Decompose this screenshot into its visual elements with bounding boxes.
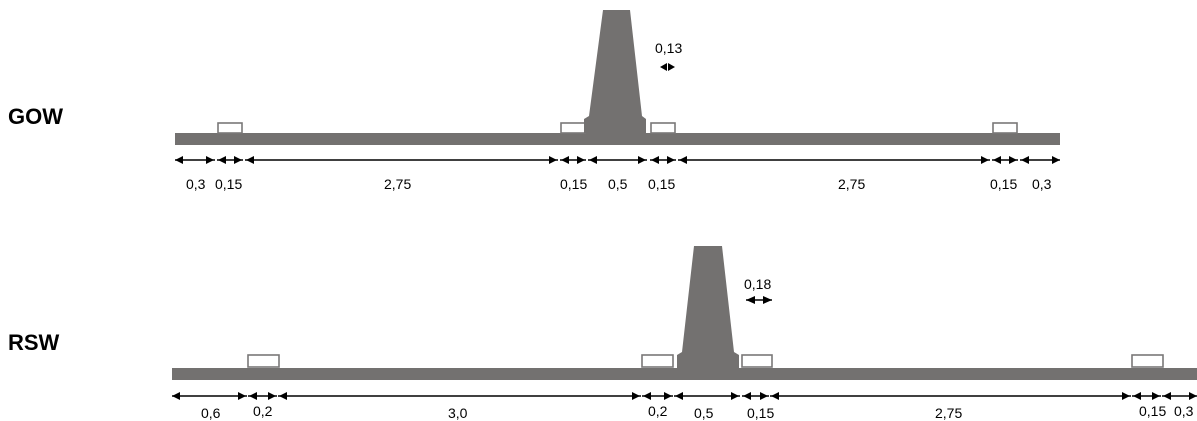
gap-label: 0,18 bbox=[744, 276, 771, 292]
dimension-label: 0,15 bbox=[648, 176, 675, 192]
gap-arrow bbox=[746, 296, 772, 304]
rail-block bbox=[1131, 354, 1164, 368]
rail-block bbox=[650, 122, 676, 134]
dimension-label: 0,2 bbox=[648, 403, 668, 419]
dimension-label: 0,3 bbox=[1032, 176, 1052, 192]
dimension-label: 2,75 bbox=[838, 176, 865, 192]
rail-block bbox=[741, 354, 773, 368]
dimension-arrows bbox=[175, 156, 1060, 164]
dimension-label: 2,75 bbox=[935, 405, 962, 421]
dimension-label: 0,15 bbox=[990, 176, 1017, 192]
dimension-label: 0,15 bbox=[747, 405, 774, 421]
rail-block bbox=[992, 122, 1018, 134]
central-barrier bbox=[584, 10, 646, 133]
rail-block bbox=[217, 122, 243, 134]
gap-label: 0,13 bbox=[655, 40, 682, 56]
central-barrier bbox=[677, 246, 739, 368]
dimension-arrows bbox=[172, 392, 1197, 400]
rail-block bbox=[560, 122, 586, 134]
section-title: GOW bbox=[8, 104, 63, 129]
dimension-label: 3,0 bbox=[448, 405, 468, 421]
dimension-label: 0,5 bbox=[694, 405, 714, 421]
section-gow: GOW 0,13 bbox=[8, 10, 1060, 192]
dimension-label: 0,3 bbox=[1174, 403, 1194, 419]
dimension-labels: 0,3 0,15 2,75 0,15 0,5 0,15 2,75 0,15 0,… bbox=[186, 176, 1052, 192]
dimension-label: 0,15 bbox=[215, 176, 242, 192]
dimension-label: 0,5 bbox=[608, 176, 628, 192]
dimension-label: 0,3 bbox=[186, 176, 206, 192]
dimension-label: 0,6 bbox=[201, 405, 221, 421]
gap-arrow bbox=[660, 63, 675, 71]
dimension-label: 0,15 bbox=[560, 176, 587, 192]
road-slab bbox=[175, 133, 1060, 145]
dimension-label: 0,15 bbox=[1139, 403, 1166, 419]
road-slab bbox=[172, 368, 1197, 380]
section-title: RSW bbox=[8, 330, 60, 355]
dimension-label: 0,2 bbox=[253, 403, 273, 419]
dimension-labels: 0,6 0,2 3,0 0,2 0,5 0,15 2,75 0,15 0,3 bbox=[201, 403, 1194, 421]
rail-block bbox=[247, 354, 280, 368]
section-rsw: RSW 0,18 bbox=[8, 246, 1197, 421]
rail-block bbox=[641, 354, 674, 368]
dimension-label: 2,75 bbox=[384, 176, 411, 192]
